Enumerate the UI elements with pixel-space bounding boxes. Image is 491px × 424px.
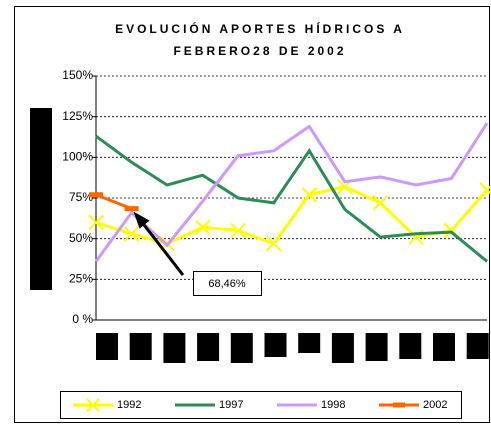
annotation-text: 68,46% <box>208 278 246 290</box>
redacted-x-label <box>197 333 220 361</box>
redacted-x-label <box>298 333 321 353</box>
marker <box>266 235 282 252</box>
marker <box>372 195 389 211</box>
legend-label: 2002 <box>423 399 447 411</box>
redacted-x-label <box>163 333 186 363</box>
redacted-x-label <box>399 333 422 359</box>
redacted-axis-title <box>30 108 52 290</box>
marker <box>230 222 246 239</box>
annotation-box <box>193 271 262 296</box>
arrow-head <box>133 211 150 229</box>
legend-marker <box>86 398 100 412</box>
marker <box>301 187 317 203</box>
chart-title: FEBRERO28 DE 2002 <box>173 44 346 58</box>
y-tick-label: 75% <box>69 190 93 204</box>
redacted-x-label <box>466 333 489 359</box>
y-tick-label: 125% <box>62 109 93 123</box>
marker <box>479 182 491 198</box>
series-line <box>94 122 489 263</box>
chart-title: EVOLUCIÓN APORTES HÍDRICOS A <box>115 21 405 36</box>
series-line <box>95 134 488 263</box>
y-tick-label: 50% <box>69 231 93 245</box>
redacted-x-label <box>230 333 253 363</box>
annotation-arrow <box>136 215 185 276</box>
redacted-x-label <box>129 333 152 360</box>
y-tick-label: 150% <box>62 68 93 82</box>
legend-label: 1997 <box>219 399 243 411</box>
series-line <box>95 185 489 246</box>
redacted-x-label <box>365 333 388 361</box>
y-tick-label: 100% <box>62 150 93 164</box>
redacted-x-label <box>433 333 455 361</box>
legend-label: 1998 <box>321 399 345 411</box>
marker <box>194 219 211 235</box>
redacted-x-label <box>96 333 118 360</box>
y-tick-label: 0 % <box>72 312 93 326</box>
y-tick-label: 25% <box>69 272 93 286</box>
redacted-x-label <box>331 333 354 363</box>
marker <box>123 226 140 242</box>
legend-label: 1992 <box>117 399 141 411</box>
redacted-x-label <box>264 333 287 357</box>
marker <box>88 214 104 231</box>
chart-border <box>14 6 490 423</box>
